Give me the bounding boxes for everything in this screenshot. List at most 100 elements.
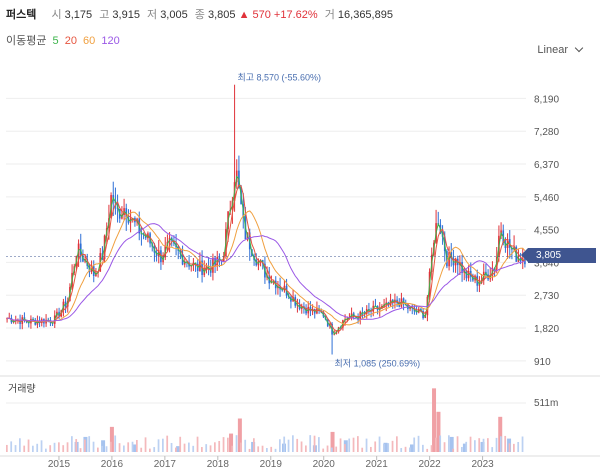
volume-bar xyxy=(49,445,52,452)
x-tick-label: 2020 xyxy=(313,459,336,470)
volume-bar xyxy=(517,441,520,452)
stock-name: 퍼스텍 xyxy=(6,9,37,21)
open-value: 3,175 xyxy=(64,9,93,21)
candle-body xyxy=(6,318,8,320)
volume-bar xyxy=(426,448,429,452)
volume-bar xyxy=(456,436,459,452)
volume-bar xyxy=(270,446,273,452)
ma-20-item[interactable]: 20 xyxy=(64,35,77,47)
close-label: 종 xyxy=(194,9,205,21)
x-tick-label: 2017 xyxy=(154,459,177,470)
volume-bar xyxy=(240,442,242,452)
volume-bar xyxy=(170,442,173,452)
volume-bar xyxy=(313,435,316,452)
volume-bar xyxy=(153,447,156,452)
volume-title: 거래량 xyxy=(8,384,36,395)
min-annotation: 최저 1,085 (250.69%) xyxy=(335,359,421,369)
scale-label: Linear xyxy=(537,44,568,56)
volume-bar xyxy=(183,443,186,452)
x-tick-label: 2022 xyxy=(419,459,442,470)
volume-bar xyxy=(19,438,21,452)
volume-bar xyxy=(123,445,125,452)
ma-120-line xyxy=(7,223,526,322)
volume-bar xyxy=(253,438,255,452)
volume-bar xyxy=(417,435,420,452)
price-tick-label: 5,460 xyxy=(534,193,559,204)
volume-bar xyxy=(305,445,307,452)
volume-bar xyxy=(149,448,151,452)
change-value: ▲ 570 +17.62% xyxy=(238,9,318,21)
volume-bar xyxy=(352,437,355,452)
stock-header: 퍼스텍 시 3,175 고 3,915 저 3,005 종 3,805 ▲ 57… xyxy=(6,6,393,22)
price-tick-label: 6,370 xyxy=(534,160,559,171)
price-tick-label: 3,640 xyxy=(534,258,559,269)
price-tick-label: 910 xyxy=(534,357,551,368)
volume-bar xyxy=(443,442,446,452)
volume-bar xyxy=(296,438,299,452)
volume-bar xyxy=(287,439,290,452)
volume-bar xyxy=(162,438,164,452)
volume-bar xyxy=(23,445,26,452)
volume-bar xyxy=(157,439,160,452)
volume-bar xyxy=(279,439,281,452)
volume-bar xyxy=(40,440,43,452)
volume-bar xyxy=(237,418,242,452)
volume-bar xyxy=(309,435,312,452)
close-value: 3,805 xyxy=(207,9,236,21)
x-tick-label: 2015 xyxy=(48,459,71,470)
volume-bar xyxy=(227,437,229,452)
moving-average-legend: 이동평균 5 20 60 120 xyxy=(6,32,123,48)
volume-bar xyxy=(266,448,268,452)
volume-bar xyxy=(409,444,414,452)
x-tick-label: 2021 xyxy=(366,459,389,470)
volume-bar xyxy=(461,446,463,452)
volume-bar xyxy=(374,441,377,452)
price-tick-label: 4,550 xyxy=(534,226,559,237)
volume-bar xyxy=(335,446,338,452)
volume-bar xyxy=(370,446,372,452)
volume-bar xyxy=(127,442,130,452)
volume-bar xyxy=(409,447,411,452)
low-value: 3,005 xyxy=(160,9,188,21)
volume-bar xyxy=(452,448,455,452)
volume-bar xyxy=(131,444,136,452)
x-tick-label: 2023 xyxy=(471,459,494,470)
volume-bar xyxy=(179,436,182,452)
volume-bar xyxy=(131,441,134,452)
volume-bar xyxy=(435,437,437,452)
volume-bar xyxy=(71,436,73,452)
volume-bar xyxy=(504,435,507,452)
volume-bar xyxy=(66,442,69,452)
ma-120-item[interactable]: 120 xyxy=(101,35,120,47)
volume-bar xyxy=(432,388,437,452)
ma-5-item[interactable]: 5 xyxy=(52,35,59,47)
ma-60-item[interactable]: 60 xyxy=(83,35,96,47)
volume-bar xyxy=(205,444,208,452)
volume-bar xyxy=(300,441,303,452)
x-tick-label: 2019 xyxy=(260,459,283,470)
volume-bar xyxy=(322,448,325,452)
price-tick-label: 8,190 xyxy=(534,94,559,105)
x-tick-label: 2016 xyxy=(101,459,124,470)
volume-bar xyxy=(469,436,472,452)
volume-bar xyxy=(62,445,65,452)
volume-bar xyxy=(474,440,476,452)
high-label: 고 xyxy=(99,9,110,21)
volume-bar xyxy=(36,443,39,452)
volume-bar xyxy=(166,435,169,452)
volume-bar xyxy=(235,435,238,452)
volume-bar xyxy=(231,445,234,452)
volume-bar xyxy=(331,447,333,452)
scale-dropdown[interactable]: Linear xyxy=(537,43,584,56)
volume-bar xyxy=(436,411,441,452)
volume-bar xyxy=(396,436,398,452)
volume-bar xyxy=(274,448,277,452)
volume-bar xyxy=(400,448,403,452)
price-tick-label: 7,280 xyxy=(534,127,559,138)
volume-bar xyxy=(344,444,346,452)
volume-bar xyxy=(222,437,225,452)
high-value: 3,915 xyxy=(112,9,140,21)
volume-bar xyxy=(214,442,216,452)
volume-bar xyxy=(465,441,468,452)
